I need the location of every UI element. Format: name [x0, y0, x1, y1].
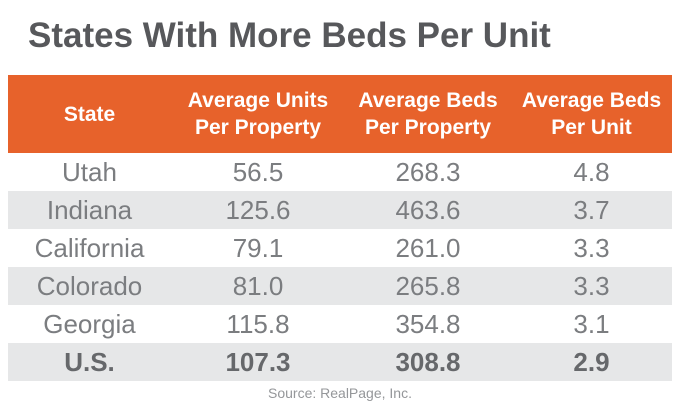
page-title: States With More Beds Per Unit	[28, 16, 551, 55]
cell-avg-beds-per-unit: 3.7	[573, 195, 610, 225]
table-row-colorado: Colorado 81.0 265.8 3.3	[8, 267, 672, 305]
header-line: Per Unit	[551, 116, 632, 139]
cell-avg-beds-per-unit: 2.9	[573, 347, 610, 377]
col-header-avg-beds-per-unit: Average Beds Per Unit	[511, 75, 672, 153]
source-attribution: Source: RealPage, Inc.	[268, 385, 412, 401]
col-header-avg-beds-per-property: Average Beds Per Property	[345, 75, 511, 153]
table-row-georgia: Georgia 115.8 354.8 3.1	[8, 305, 672, 343]
cell-avg-beds-per-property: 308.8	[395, 347, 461, 377]
table-row-utah: Utah 56.5 268.3 4.8	[8, 153, 672, 191]
col-header-state: State	[8, 75, 171, 153]
cell-avg-beds-per-unit: 3.3	[573, 271, 610, 301]
cell-avg-beds-per-unit: 3.3	[573, 233, 610, 263]
cell-avg-beds-per-property: 354.8	[395, 309, 461, 339]
table-header-row: State Average Units Per Property Average…	[8, 75, 672, 153]
cell-avg-units-per-property: 79.1	[232, 233, 284, 263]
cell-avg-units-per-property: 81.0	[232, 271, 284, 301]
table-row-indiana: Indiana 125.6 463.6 3.7	[8, 191, 672, 229]
cell-state: U.S.	[64, 347, 115, 377]
cell-avg-units-per-property: 56.5	[232, 157, 284, 187]
cell-state: Indiana	[46, 195, 133, 225]
header-line: State	[63, 102, 116, 126]
col-header-avg-units-per-property: Average Units Per Property	[171, 75, 345, 153]
cell-avg-units-per-property: 107.3	[225, 347, 291, 377]
table-row-california: California 79.1 261.0 3.3	[8, 229, 672, 267]
cell-avg-beds-per-property: 463.6	[395, 195, 461, 225]
beds-per-unit-table: State Average Units Per Property Average…	[8, 75, 672, 381]
header-line: Average Units	[187, 89, 329, 112]
cell-state: Utah	[62, 157, 117, 187]
cell-avg-beds-per-property: 265.8	[395, 271, 461, 301]
cell-avg-units-per-property: 115.8	[226, 309, 290, 339]
table-row-us-summary: U.S. 107.3 308.8 2.9	[8, 343, 672, 381]
cell-avg-beds-per-unit: 4.8	[573, 157, 610, 187]
header-line: Per Property	[364, 116, 492, 139]
cell-state: Georgia	[43, 309, 136, 339]
cell-avg-beds-per-property: 261.0	[395, 233, 461, 263]
header-line: Average Beds	[521, 89, 662, 112]
cell-state: California	[34, 233, 145, 263]
header-line: Average Beds	[358, 89, 498, 112]
cell-avg-units-per-property: 125.6	[225, 195, 291, 225]
cell-avg-beds-per-unit: 3.1	[573, 309, 610, 339]
cell-avg-beds-per-property: 268.3	[395, 157, 461, 187]
header-line: Per Property	[194, 116, 322, 139]
cell-state: Colorado	[36, 271, 143, 301]
